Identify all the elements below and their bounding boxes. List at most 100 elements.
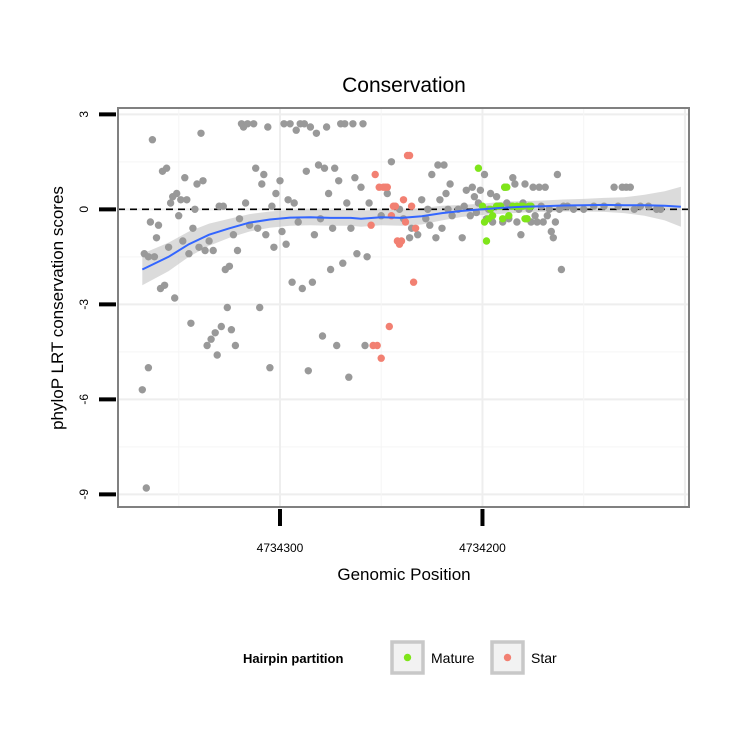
legend-title: Hairpin partition [243,651,343,666]
data-point-other [306,123,315,131]
data-point-other [428,170,436,179]
data-point-other [207,335,215,343]
data-point-other [551,218,560,226]
x-axis-title: Genomic Position [337,565,470,584]
data-point-other [547,227,555,236]
data-point-other [241,199,250,207]
data-point-other [383,189,391,198]
data-point-star [373,341,381,350]
data-point-mature [505,212,513,220]
data-point-other [282,240,290,248]
data-point-other [438,224,446,232]
data-point-other [347,224,355,232]
data-point-other [280,120,288,128]
data-point-other [252,164,260,172]
data-point-star [377,354,385,362]
data-point-other [521,180,529,188]
data-point-star [391,202,400,210]
data-point-other [513,218,521,226]
data-point-other [264,123,272,131]
data-point-other [359,120,367,128]
data-point-other [434,161,442,169]
data-point-other [418,196,426,204]
legend-label: Mature [431,650,475,666]
data-point-other [351,174,359,182]
data-point-star [399,196,408,204]
data-point-other [600,202,608,210]
data-point-other [626,183,634,191]
data-point-other [328,224,337,232]
data-point-star [407,202,416,210]
data-point-other [426,221,434,229]
data-point-other [320,164,329,172]
data-point-other [541,183,549,191]
data-point-other [545,205,553,213]
loess-smooth-line [141,203,681,271]
data-point-other [278,227,286,236]
data-point-other [211,329,219,337]
data-point-other [272,189,280,198]
data-point-other [460,202,468,210]
data-point-other [201,246,209,255]
data-point-other [193,180,201,188]
data-point-other [314,161,323,169]
data-point-other [235,215,244,223]
data-point-other [466,212,474,220]
data-point-other [440,161,448,169]
data-point-mature [474,164,483,172]
data-point-star [409,278,418,286]
data-point-other [146,218,155,226]
data-point-other [286,120,294,128]
panel-border [117,107,690,508]
data-point-star [411,224,420,232]
data-point-other [183,196,191,204]
data-point-other [462,186,470,194]
data-point-other [262,231,270,239]
smooth-line-layer [141,203,681,271]
data-point-other [339,259,347,267]
data-point-other [590,202,598,210]
y-tick-label: 3 [77,111,91,118]
grid-lines [118,108,689,507]
data-point-other [657,205,665,213]
data-point-other [203,341,211,350]
legend: Hairpin partition Mature Star [243,640,557,675]
data-point-other [175,212,183,220]
data-point-other [148,136,157,144]
x-tick-label: 4734300 [257,541,304,555]
data-point-other [162,164,171,172]
data-point-other [243,120,252,128]
data-point-other [276,177,284,185]
data-point-other [258,180,266,188]
data-point-other [533,218,541,226]
data-point-other [553,170,562,179]
data-point-other [361,341,369,350]
series-mature [474,164,535,245]
data-point-other [142,484,150,492]
data-point-other [209,246,217,255]
data-point-other [326,265,335,274]
data-point-other [227,326,236,334]
data-point-star [383,183,391,191]
data-point-other [304,367,312,375]
data-point-other [173,189,181,198]
data-point-other [160,281,169,289]
data-point-other [189,224,197,232]
data-point-other [152,234,161,242]
y-tick-label: -9 [77,489,91,500]
data-point-star [397,237,406,245]
data-point-other [331,164,339,172]
legend-entry-mature: Mature [390,640,475,675]
data-point-other [256,303,264,312]
data-point-other [308,278,317,286]
data-point-star [405,151,414,160]
data-point-other [144,364,153,372]
data-point-other [324,189,333,198]
data-point-other [557,265,566,274]
data-point-mature [503,183,511,191]
data-point-other [191,205,199,213]
data-point-other [254,224,262,232]
data-point-other [531,212,539,220]
chart-title: Conservation [342,74,466,97]
